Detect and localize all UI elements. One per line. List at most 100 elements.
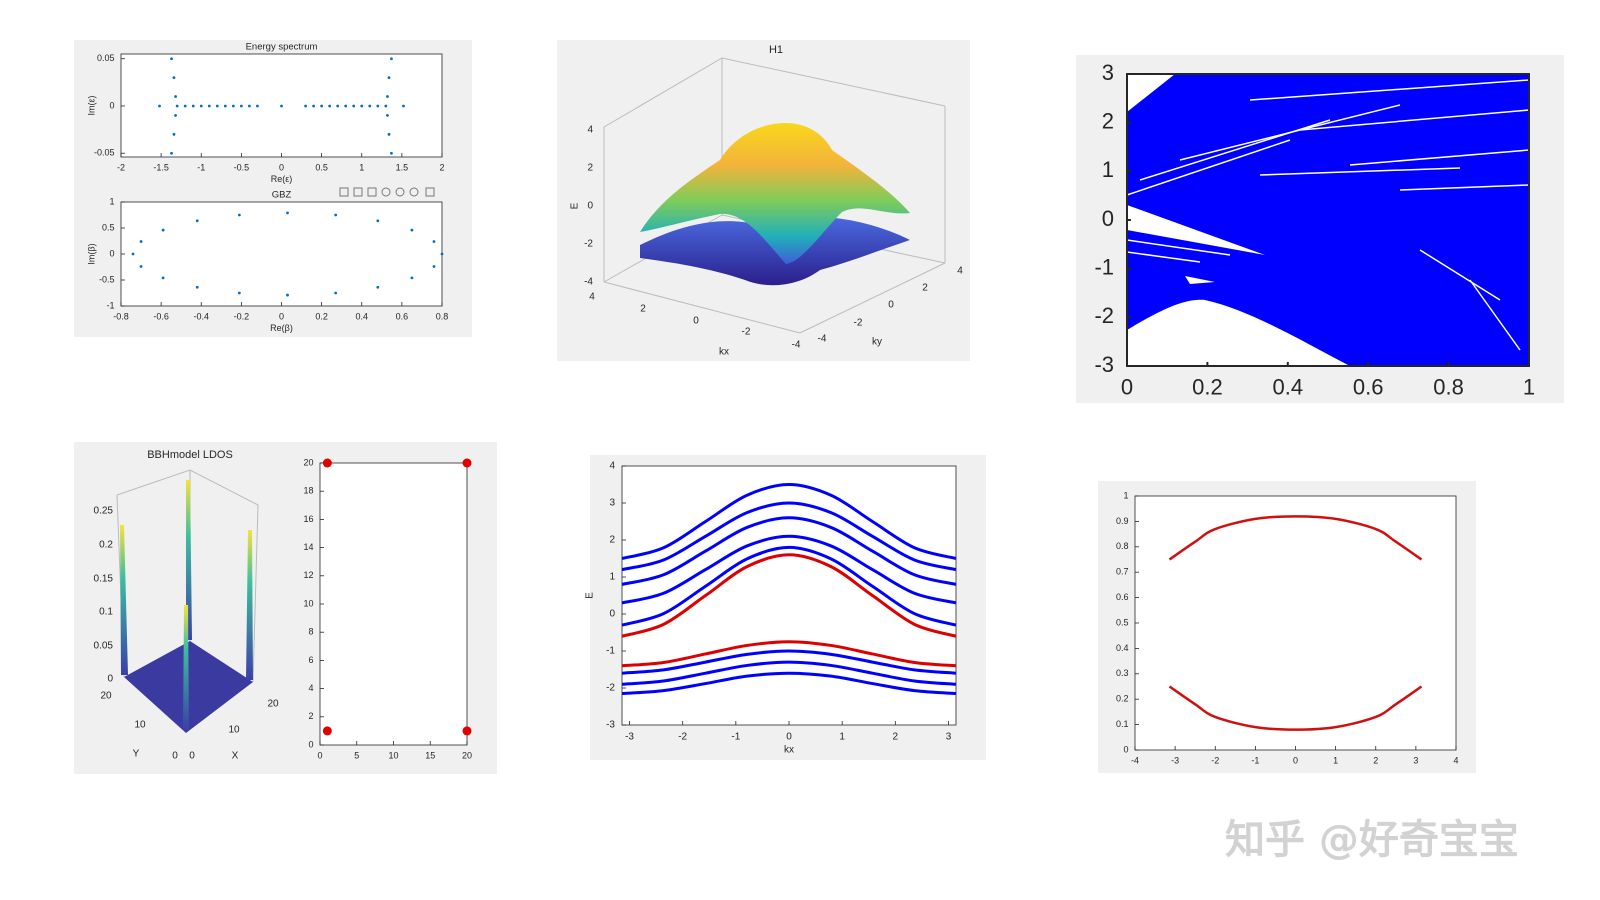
x-tick-label: 4 <box>1453 755 1458 765</box>
y-tick-label: 0 <box>109 248 114 258</box>
x-tick-label: 0 <box>1293 755 1298 765</box>
point <box>237 291 241 295</box>
x-tick-label: -1 <box>197 162 205 172</box>
y-tick-label: 3 <box>609 498 615 509</box>
point <box>172 76 176 80</box>
x-tick-label: -2 <box>1211 755 1219 765</box>
x-axis-label: kx <box>784 745 794 756</box>
point <box>174 95 177 98</box>
y-tick-label: 20 <box>100 691 112 702</box>
y-tick-label: 0.8 <box>1116 541 1129 551</box>
series-line <box>621 501 957 572</box>
x-tick-label: -0.5 <box>234 162 250 172</box>
y-tick-label: 14 <box>303 542 313 552</box>
x-tick-label: 2 <box>893 732 899 743</box>
x-tick-label: 10 <box>388 750 398 760</box>
point <box>334 291 338 295</box>
x-tick-label: 1 <box>1523 375 1535 400</box>
point <box>322 726 332 736</box>
x-tick-label: -0.6 <box>153 311 169 321</box>
z-tick-label: 0.2 <box>99 540 113 551</box>
z-tick-label: 2 <box>587 163 593 174</box>
x-tick-label: 0 <box>279 311 284 321</box>
x-tick-label: 0 <box>786 732 792 743</box>
point <box>207 104 211 108</box>
point <box>286 293 289 297</box>
point <box>223 104 227 108</box>
z-tick-label: 0 <box>587 201 593 212</box>
x-tick-label: -2 <box>678 732 687 743</box>
point <box>344 104 348 108</box>
point <box>231 104 235 108</box>
x-tick-label: 2 <box>439 162 444 172</box>
point <box>432 240 436 243</box>
y-tick-label: 8 <box>308 627 313 637</box>
point <box>360 104 364 108</box>
x-tick-label: 20 <box>462 750 472 760</box>
dense-bands <box>1126 74 1530 366</box>
axes-background <box>121 202 442 306</box>
point <box>384 104 388 108</box>
point <box>432 265 436 268</box>
y-tick-label: 1 <box>609 572 615 583</box>
x-tick-label: -0.2 <box>234 311 250 321</box>
point <box>334 213 338 217</box>
point <box>215 104 219 108</box>
y-tick-label: 1 <box>1123 490 1128 500</box>
axes-title: BBHmodel LDOS <box>147 449 233 461</box>
y-tick-label: 1 <box>1102 157 1114 182</box>
x-tick-label: 0 <box>189 751 195 762</box>
x-tick-label: 0.4 <box>1273 375 1304 400</box>
point <box>131 252 135 256</box>
point <box>390 151 393 155</box>
series-line <box>621 649 957 675</box>
axes-background <box>622 466 956 725</box>
point <box>304 104 307 108</box>
y-axis-label: Im(β) <box>87 243 97 264</box>
point <box>390 57 393 61</box>
y-axis-label: ky <box>872 337 882 348</box>
point <box>170 57 173 61</box>
point <box>368 104 372 108</box>
x-tick-label: -1 <box>1251 755 1259 765</box>
point <box>386 114 389 117</box>
x-tick-label: -2 <box>117 162 125 172</box>
y-tick-label: 18 <box>303 486 313 496</box>
y-tick-label: 0.05 <box>97 53 115 63</box>
x-tick-label: 0.8 <box>436 311 449 321</box>
y-tick-label: 0 <box>308 739 313 749</box>
h1-surface <box>640 123 910 286</box>
series-line <box>621 553 957 638</box>
y-tick-label: -3 <box>1094 352 1114 377</box>
axes-frame <box>621 465 957 726</box>
x-tick-label: 0.6 <box>396 311 409 321</box>
point <box>170 151 173 155</box>
x-tick-label: 3 <box>1413 755 1418 765</box>
x-axis-label: Re(β) <box>270 323 293 333</box>
x-tick-label: 2 <box>1373 755 1378 765</box>
point <box>161 228 165 232</box>
point <box>387 132 391 136</box>
y-tick-label: -0.05 <box>94 148 115 158</box>
ldos-surface <box>120 480 253 733</box>
z-tick-label: 0 <box>107 674 113 685</box>
x-tick-label: 20 <box>267 699 279 710</box>
point <box>183 104 187 108</box>
z-tick-label: 0.1 <box>99 607 113 618</box>
x-tick-label: 0 <box>1121 375 1133 400</box>
y-tick-label: -2 <box>1094 303 1114 328</box>
x-tick-label: -3 <box>1171 755 1179 765</box>
y-tick-label: 1 <box>109 196 114 206</box>
point <box>199 104 203 108</box>
point <box>462 726 472 736</box>
point <box>158 104 161 108</box>
series-line <box>621 671 957 696</box>
series-line <box>621 660 957 686</box>
z-tick-label: 4 <box>587 125 593 136</box>
x-tick-label: -0.4 <box>193 311 209 321</box>
y-tick-label: -1 <box>1094 254 1114 279</box>
y-tick-label: 0.2 <box>1116 694 1129 704</box>
y-tick-label: 0.5 <box>102 222 115 232</box>
y-tick-label: 0.3 <box>1116 668 1129 678</box>
